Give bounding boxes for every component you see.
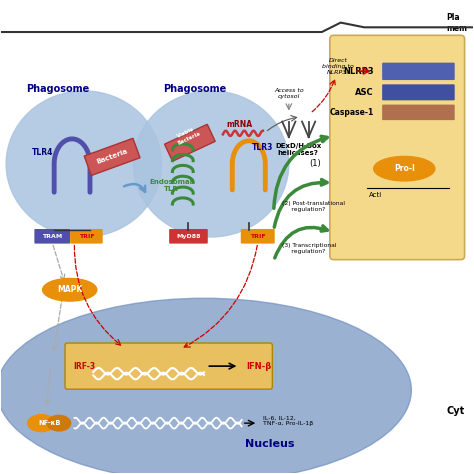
FancyBboxPatch shape [382,63,455,80]
Text: Acti: Acti [369,191,382,198]
Text: TRAM: TRAM [42,234,63,239]
Text: TLR3: TLR3 [252,143,273,152]
Text: Nucleus: Nucleus [245,439,295,449]
Text: Endosomal
TLR: Endosomal TLR [149,179,192,191]
FancyBboxPatch shape [35,229,70,244]
FancyBboxPatch shape [382,84,455,100]
Text: TRIF: TRIF [79,234,94,239]
Ellipse shape [374,156,435,181]
FancyBboxPatch shape [169,229,208,244]
Ellipse shape [133,91,289,237]
Text: DExD/H-box
helicases?: DExD/H-box helicases? [275,143,321,156]
Text: NLRP3: NLRP3 [343,67,374,76]
Text: Direct
binding to
NLRP3?: Direct binding to NLRP3? [322,58,354,75]
Text: MyD88: MyD88 [176,234,201,239]
Ellipse shape [6,91,162,237]
Text: Pro-I: Pro-I [394,164,415,173]
FancyBboxPatch shape [65,343,273,389]
Text: mRNA: mRNA [226,120,253,129]
Ellipse shape [28,415,55,432]
Text: NF-κB: NF-κB [38,420,61,426]
Text: (1): (1) [309,159,320,168]
Text: Cyt: Cyt [447,406,465,416]
Text: IFN-β: IFN-β [246,362,272,371]
FancyBboxPatch shape [241,229,275,244]
FancyBboxPatch shape [382,105,455,120]
Text: (3) Transcriptional
     regulation?: (3) Transcriptional regulation? [282,243,336,254]
Text: Caspase-1: Caspase-1 [329,108,374,117]
Text: IL-6, IL-12,
TNF-α, Pro-IL-1β: IL-6, IL-12, TNF-α, Pro-IL-1β [263,415,313,426]
Text: Phagosome: Phagosome [27,83,90,93]
Text: TRIF: TRIF [250,234,265,239]
FancyBboxPatch shape [70,229,103,244]
Text: Access to
cytosol: Access to cytosol [274,88,304,99]
Text: IRF-3: IRF-3 [73,362,95,371]
Text: TLR4: TLR4 [32,148,54,157]
FancyBboxPatch shape [330,36,465,260]
Text: MAPK: MAPK [57,285,82,294]
Text: Bacteria: Bacteria [96,148,128,165]
Polygon shape [164,124,215,161]
Ellipse shape [0,298,411,474]
Text: ASC: ASC [355,88,374,97]
Text: Viable
Bacteria: Viable Bacteria [174,126,201,146]
Ellipse shape [47,415,71,431]
Ellipse shape [43,278,97,301]
Text: Phagosome: Phagosome [163,83,226,93]
Polygon shape [84,138,140,175]
Text: Pla
mem: Pla mem [447,13,468,33]
Text: (2) Post-translational
     regulation?: (2) Post-translational regulation? [282,201,345,212]
